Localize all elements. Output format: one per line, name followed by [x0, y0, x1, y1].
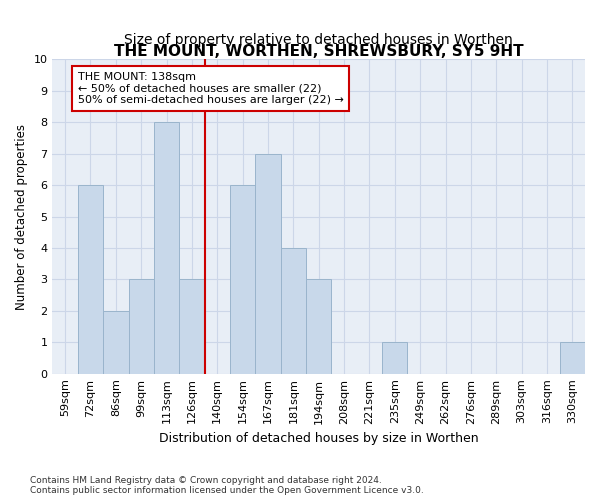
- Bar: [281, 248, 306, 374]
- X-axis label: Distribution of detached houses by size in Worthen: Distribution of detached houses by size …: [159, 432, 479, 445]
- Bar: [382, 342, 407, 374]
- Text: THE MOUNT: 138sqm
← 50% of detached houses are smaller (22)
50% of semi-detached: THE MOUNT: 138sqm ← 50% of detached hous…: [78, 72, 344, 105]
- Bar: [306, 280, 331, 374]
- Bar: [230, 185, 256, 374]
- Y-axis label: Number of detached properties: Number of detached properties: [15, 124, 28, 310]
- Text: Contains HM Land Registry data © Crown copyright and database right 2024.
Contai: Contains HM Land Registry data © Crown c…: [30, 476, 424, 495]
- Title: THE MOUNT, WORTHEN, SHREWSBURY, SY5 9HT: THE MOUNT, WORTHEN, SHREWSBURY, SY5 9HT: [114, 44, 524, 60]
- Bar: [256, 154, 281, 374]
- Bar: [560, 342, 585, 374]
- Text: Size of property relative to detached houses in Worthen: Size of property relative to detached ho…: [124, 33, 513, 47]
- Bar: [128, 280, 154, 374]
- Bar: [179, 280, 205, 374]
- Bar: [154, 122, 179, 374]
- Bar: [103, 311, 128, 374]
- Bar: [78, 185, 103, 374]
